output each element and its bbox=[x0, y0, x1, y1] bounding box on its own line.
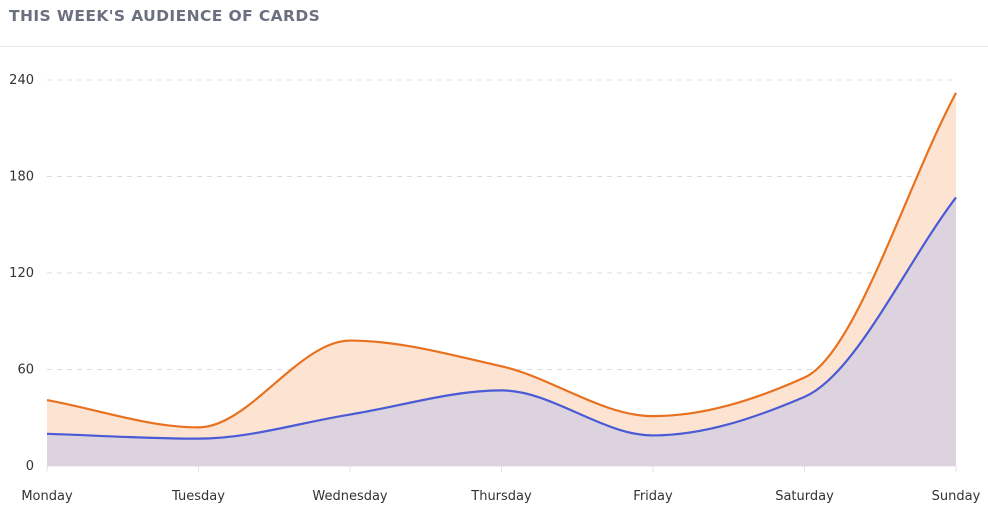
x-tick-label-thursday: Thursday bbox=[470, 489, 532, 504]
grid-lines bbox=[47, 79, 956, 370]
y-tick-label: 180 bbox=[9, 170, 34, 185]
x-tick-label-sunday: Sunday bbox=[932, 489, 981, 504]
series-blue-area bbox=[47, 197, 956, 467]
area-fills bbox=[47, 92, 956, 467]
y-tick-label: 240 bbox=[9, 73, 34, 88]
x-tick-label-monday: Monday bbox=[21, 489, 73, 504]
series-orange-line bbox=[46, 92, 957, 429]
x-tick-label-tuesday: Tuesday bbox=[171, 489, 225, 504]
y-tick-label: 120 bbox=[9, 266, 34, 281]
series-blue-line bbox=[46, 196, 957, 440]
y-tick-label: 0 bbox=[26, 459, 34, 474]
x-tick-label-saturday: Saturday bbox=[775, 489, 834, 504]
axes: 0 60 120 180 240 Monday Tuesday Wednesday Thursd… bbox=[9, 73, 980, 504]
chart-title: THIS WEEK'S AUDIENCE OF CARDS bbox=[9, 7, 321, 25]
series-lines bbox=[46, 92, 957, 440]
chart-header: THIS WEEK'S AUDIENCE OF CARDS bbox=[0, 0, 988, 47]
x-tick-label-wednesday: Wednesday bbox=[312, 489, 388, 504]
x-tick-label-friday: Friday bbox=[633, 489, 673, 504]
y-tick-label: 60 bbox=[17, 363, 34, 378]
